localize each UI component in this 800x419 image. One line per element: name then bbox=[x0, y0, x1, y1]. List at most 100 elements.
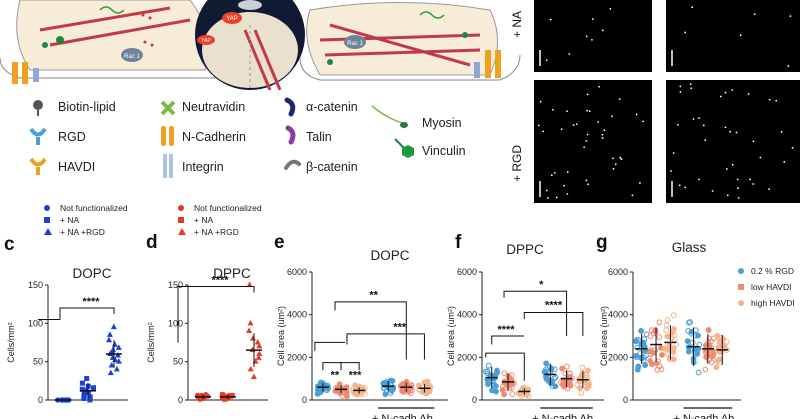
data-point bbox=[695, 332, 701, 339]
data-point bbox=[249, 335, 256, 341]
legend-havdi: HAVDI bbox=[58, 160, 96, 174]
data-point bbox=[111, 341, 118, 347]
cell-dot bbox=[601, 137, 604, 139]
cell-dot bbox=[677, 124, 679, 126]
n-cadherin-icon bbox=[12, 62, 18, 84]
havdi-icon bbox=[29, 157, 47, 175]
data-point bbox=[671, 326, 677, 332]
cell-dot bbox=[631, 194, 634, 197]
data-point bbox=[543, 374, 550, 381]
data-point bbox=[400, 381, 406, 387]
data-point bbox=[205, 393, 211, 399]
data-point bbox=[656, 319, 663, 326]
data-point bbox=[509, 391, 516, 397]
cell-dot bbox=[583, 146, 586, 149]
cell-dot bbox=[719, 95, 722, 98]
significance-label: ** bbox=[369, 290, 378, 302]
data-point bbox=[664, 351, 671, 358]
cell-dot bbox=[735, 131, 738, 134]
micrograph-dots bbox=[537, 6, 794, 199]
chart-c: 0 50 100 150 Cells/mm² DOPC **** bbox=[6, 266, 128, 405]
cell-dot bbox=[618, 98, 621, 101]
cell-dot bbox=[563, 184, 566, 187]
actin-fiber bbox=[49, 18, 191, 47]
significance-label: *** bbox=[349, 370, 363, 382]
cell-dot bbox=[566, 193, 569, 195]
legend-rgd: RGD bbox=[58, 130, 86, 144]
cell-dot bbox=[726, 194, 729, 197]
y-tick-label: 150 bbox=[168, 280, 183, 290]
y-tick-label: 100 bbox=[28, 318, 43, 328]
data-point bbox=[714, 347, 721, 354]
significance-bracket bbox=[523, 312, 584, 336]
chart-g: 0 2000 4000 6000 Cell area (um²) Glass + N-cad… bbox=[599, 240, 741, 419]
y-tick-label: 50 bbox=[173, 357, 183, 367]
data-point bbox=[254, 339, 261, 345]
significance-bracket bbox=[177, 286, 255, 343]
data-point bbox=[501, 391, 508, 398]
data-point bbox=[654, 366, 661, 373]
panel-letter-f: f bbox=[455, 232, 462, 253]
data-point bbox=[325, 385, 332, 392]
data-point bbox=[713, 364, 720, 371]
cell-dot bbox=[724, 91, 727, 94]
myosin-icon bbox=[419, 11, 445, 19]
legend-beta-catenin: β-catenin bbox=[306, 160, 358, 174]
chart-f: 0 2000 4000 6000 Cell area (um²) DPPC + N-cadh… bbox=[446, 242, 604, 419]
data-point bbox=[501, 370, 508, 377]
cell-dot bbox=[612, 157, 614, 160]
cell-dot bbox=[753, 13, 756, 16]
legend-biotin-lipid: Biotin-lipid bbox=[58, 100, 116, 114]
cell-dot bbox=[747, 93, 750, 95]
data-point bbox=[389, 378, 396, 384]
data-point bbox=[552, 383, 559, 390]
cell-dot bbox=[566, 110, 568, 113]
cell-dot bbox=[586, 93, 589, 96]
data-point bbox=[684, 338, 691, 345]
cell-dot bbox=[775, 99, 778, 102]
data-point bbox=[551, 366, 558, 373]
data-point bbox=[705, 327, 712, 333]
cell-dot bbox=[587, 183, 590, 186]
data-point bbox=[115, 344, 122, 350]
data-point bbox=[84, 376, 90, 382]
cell-dot bbox=[585, 179, 588, 182]
marker-triangle bbox=[44, 228, 52, 235]
cell-dot bbox=[749, 178, 751, 181]
data-point bbox=[110, 323, 117, 330]
legend-c-item: + NA +RGD bbox=[60, 227, 105, 237]
micrograph-rgd-2 bbox=[666, 80, 800, 203]
y-axis-label: Cells/mm² bbox=[146, 322, 156, 363]
cell-dot bbox=[586, 133, 589, 136]
y-tick-label: 4000 bbox=[457, 310, 477, 320]
y-tick-label: 0 bbox=[178, 395, 183, 405]
cell-dot bbox=[598, 85, 600, 88]
data-point bbox=[247, 319, 254, 326]
cell-dot bbox=[591, 38, 593, 41]
data-point bbox=[485, 381, 492, 388]
data-point bbox=[317, 379, 324, 386]
y-axis-label: Cell area (um²) bbox=[446, 306, 456, 366]
marker-circle bbox=[178, 205, 184, 211]
marker-dot bbox=[738, 268, 744, 274]
data-point bbox=[246, 327, 253, 333]
data-point bbox=[638, 328, 645, 334]
yap-icon bbox=[222, 12, 242, 24]
cell-dot bbox=[711, 190, 714, 192]
biotin-lipid-icon bbox=[33, 100, 43, 116]
cell-dot bbox=[614, 163, 617, 166]
data-point bbox=[81, 393, 87, 399]
micrograph-na-1 bbox=[534, 0, 652, 72]
cell-dot bbox=[724, 126, 727, 129]
data-point bbox=[670, 348, 677, 355]
cell-dot bbox=[698, 178, 700, 181]
cell-dot bbox=[546, 197, 549, 199]
micrograph-rgd-1 bbox=[534, 80, 652, 203]
cell-dot bbox=[739, 34, 742, 37]
cell-dot bbox=[791, 146, 794, 149]
x-group-label: + N-cadh Ab bbox=[532, 413, 593, 419]
data-point bbox=[579, 364, 586, 371]
cell-dot bbox=[549, 18, 552, 21]
data-point bbox=[110, 346, 117, 353]
y-tick-label: 4000 bbox=[608, 310, 628, 320]
